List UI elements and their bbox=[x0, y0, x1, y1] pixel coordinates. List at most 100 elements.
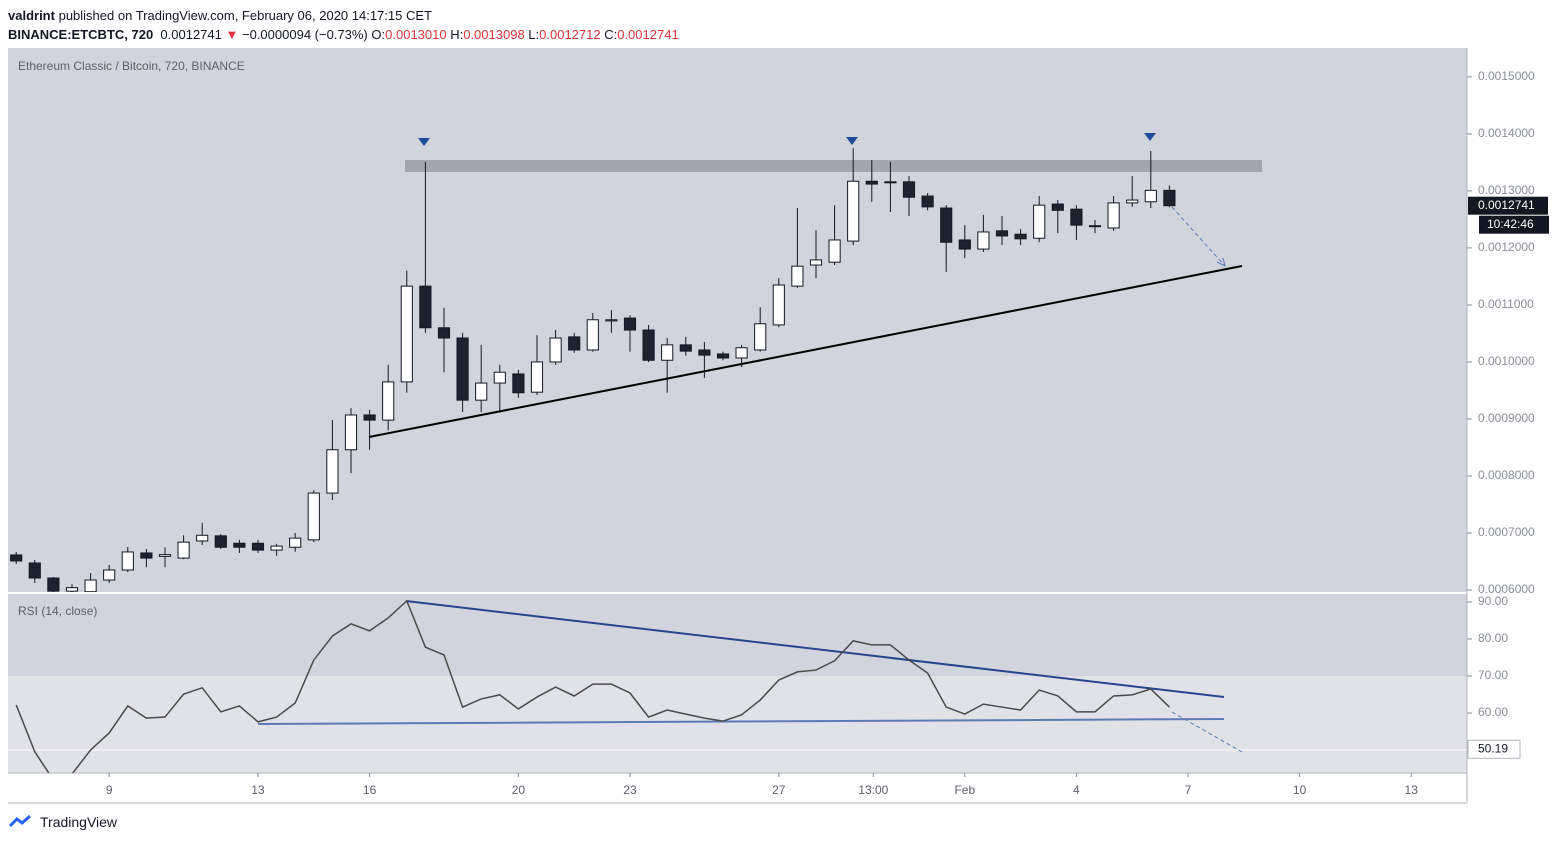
ohlc-label: L: bbox=[528, 27, 540, 42]
price-drawings bbox=[368, 133, 1262, 438]
projection-arrow bbox=[1171, 206, 1226, 267]
candle-body bbox=[1144, 189, 1157, 203]
candle-body bbox=[586, 319, 599, 351]
y-tick-label: 0.0006000 bbox=[1478, 582, 1535, 596]
candle-body bbox=[977, 231, 990, 250]
candle-body bbox=[419, 285, 432, 329]
candle-body bbox=[158, 554, 172, 557]
change: −0.0000094 (−0.73%) bbox=[242, 27, 368, 42]
candle-body bbox=[214, 535, 227, 548]
candle-body bbox=[307, 492, 320, 541]
author: valdrint bbox=[8, 8, 55, 23]
candle-body bbox=[456, 337, 469, 401]
y-tick-label: 0.0010000 bbox=[1478, 354, 1535, 368]
rsi-line bbox=[15, 599, 1170, 773]
top-marker bbox=[418, 138, 430, 146]
candle-body bbox=[196, 534, 209, 542]
arrow-head bbox=[1216, 257, 1226, 267]
candle-body bbox=[921, 195, 934, 208]
plot bbox=[15, 599, 1170, 773]
candle-body bbox=[735, 347, 748, 359]
x-tick-label: 7 bbox=[1185, 783, 1192, 797]
candle-body bbox=[475, 382, 488, 401]
brand: TradingView bbox=[40, 814, 118, 830]
candle-body bbox=[10, 554, 23, 562]
candle-body bbox=[772, 284, 785, 326]
candle-body bbox=[940, 207, 953, 243]
x-tick-label: 20 bbox=[512, 783, 526, 797]
x-tick-label: 4 bbox=[1073, 783, 1080, 797]
candle-body bbox=[642, 329, 655, 361]
price-tag-bg bbox=[1468, 196, 1548, 215]
rsi-title: RSI (14, close) bbox=[18, 604, 97, 618]
x-tick-label: 27 bbox=[772, 783, 786, 797]
candle-body bbox=[289, 537, 302, 548]
rsi-tag-bg bbox=[1467, 739, 1521, 759]
quote-line: BINANCE:ETCBTC, 720 0.0012741 ▼ −0.00000… bbox=[8, 25, 679, 44]
x-tick-label: 13 bbox=[1405, 783, 1419, 797]
candle-body bbox=[28, 562, 41, 579]
ohlc-value: 0.0013098 bbox=[463, 27, 525, 42]
candle-body bbox=[84, 579, 97, 592]
candle-body bbox=[1107, 202, 1120, 229]
candle-body bbox=[1126, 199, 1139, 204]
ohlc-label: C: bbox=[604, 27, 618, 42]
price-tag: 0.0012741 bbox=[1478, 198, 1535, 212]
candle-body bbox=[828, 239, 841, 263]
candle-body bbox=[382, 381, 395, 421]
candle-body bbox=[902, 181, 916, 198]
candle-body bbox=[679, 344, 692, 352]
chart: Ethereum Classic / Bitcoin, 720, BINANCE… bbox=[8, 48, 1549, 804]
candle-body bbox=[791, 265, 804, 287]
candle-body bbox=[995, 230, 1009, 237]
y-tick-label: 60.00 bbox=[1478, 705, 1508, 719]
y-tick-label: 0.0014000 bbox=[1478, 126, 1535, 140]
header: valdrint published on TradingView.com, F… bbox=[8, 6, 679, 44]
candle-body bbox=[549, 337, 562, 363]
candle-body bbox=[251, 542, 265, 551]
ohlc-label: H: bbox=[450, 27, 464, 42]
x-tick-label: 10 bbox=[1293, 783, 1307, 797]
candle-body bbox=[530, 361, 544, 393]
candle-body bbox=[140, 552, 153, 559]
candle-body bbox=[605, 319, 618, 322]
resistance-zone bbox=[405, 160, 1262, 172]
x-tick-label: 13 bbox=[251, 783, 265, 797]
candle-body bbox=[754, 323, 767, 351]
rsi-drawings bbox=[8, 600, 1467, 753]
symbol: BINANCE:ETCBTC, 720 bbox=[8, 27, 154, 42]
rsi-tag: 50.19 bbox=[1478, 741, 1508, 755]
candle-body bbox=[958, 239, 971, 250]
ohlc-value: 0.0012741 bbox=[617, 27, 679, 42]
candle-body bbox=[661, 344, 674, 361]
publish-line: valdrint published on TradingView.com, F… bbox=[8, 6, 679, 25]
last-price: 0.0012741 bbox=[160, 27, 222, 42]
candle-body bbox=[512, 373, 525, 394]
candle-body bbox=[1070, 208, 1083, 226]
candle-body bbox=[177, 541, 190, 559]
ohlc-value: 0.0012712 bbox=[539, 27, 601, 42]
plot bbox=[10, 148, 1176, 592]
x-tick-label: Feb bbox=[954, 783, 975, 797]
candle-body bbox=[1014, 233, 1027, 240]
chart-title: Ethereum Classic / Bitcoin, 720, BINANCE bbox=[18, 59, 245, 73]
change-arrow: ▼ bbox=[225, 27, 239, 42]
ohlc-value: 0.0013010 bbox=[385, 27, 447, 42]
candle-body bbox=[865, 180, 878, 185]
x-tick-label: 23 bbox=[623, 783, 637, 797]
support-trendline bbox=[368, 265, 1243, 438]
candle-body bbox=[568, 336, 581, 351]
candle-body bbox=[1088, 225, 1102, 228]
published: published on TradingView.com, February 0… bbox=[58, 8, 432, 23]
y-tick-label: 70.00 bbox=[1478, 668, 1508, 682]
candle-body bbox=[121, 551, 134, 571]
candle-body bbox=[847, 180, 860, 242]
candle-body bbox=[326, 449, 339, 494]
candle-body bbox=[716, 353, 730, 359]
y-tick-label: 0.0011000 bbox=[1478, 297, 1534, 311]
y-tick-label: 0.0013000 bbox=[1478, 183, 1535, 197]
candle-body bbox=[809, 259, 823, 266]
footer: TradingView bbox=[8, 814, 117, 830]
rsi-divergence-line bbox=[405, 600, 1225, 698]
